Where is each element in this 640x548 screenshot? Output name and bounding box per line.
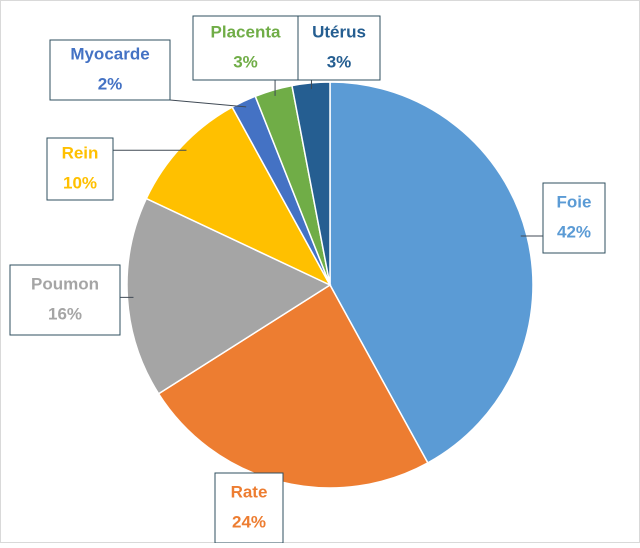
pie-slice [291, 81, 331, 286]
leader-line [169, 99, 247, 108]
label-box [297, 15, 381, 81]
label-value: 42% [557, 222, 591, 241]
label-value: 10% [63, 173, 97, 192]
label-box [9, 264, 121, 336]
label-box [49, 39, 171, 101]
label-name: Rein [62, 143, 99, 162]
label-value: 16% [48, 304, 82, 323]
label-value: 24% [232, 512, 266, 531]
label-name: Foie [557, 192, 592, 211]
label-name: Myocarde [70, 44, 149, 63]
pie [126, 81, 534, 489]
pie-slice [145, 106, 332, 287]
pie-slice [329, 81, 534, 464]
label-value: 2% [98, 74, 123, 93]
label-box [214, 472, 284, 544]
label-name: Utérus [312, 22, 366, 41]
label-box [542, 182, 606, 254]
label-name: Poumon [31, 274, 99, 293]
labels: Foie 42% Rate 24% Poumon 16% Rein 10% Myocarde 2%… [9, 15, 606, 544]
label-box [46, 137, 114, 201]
label-name: Rate [231, 482, 268, 501]
label-box [192, 15, 299, 81]
label-value: 3% [327, 52, 352, 71]
label-name: Placenta [211, 22, 281, 41]
label-value: 3% [233, 52, 258, 71]
